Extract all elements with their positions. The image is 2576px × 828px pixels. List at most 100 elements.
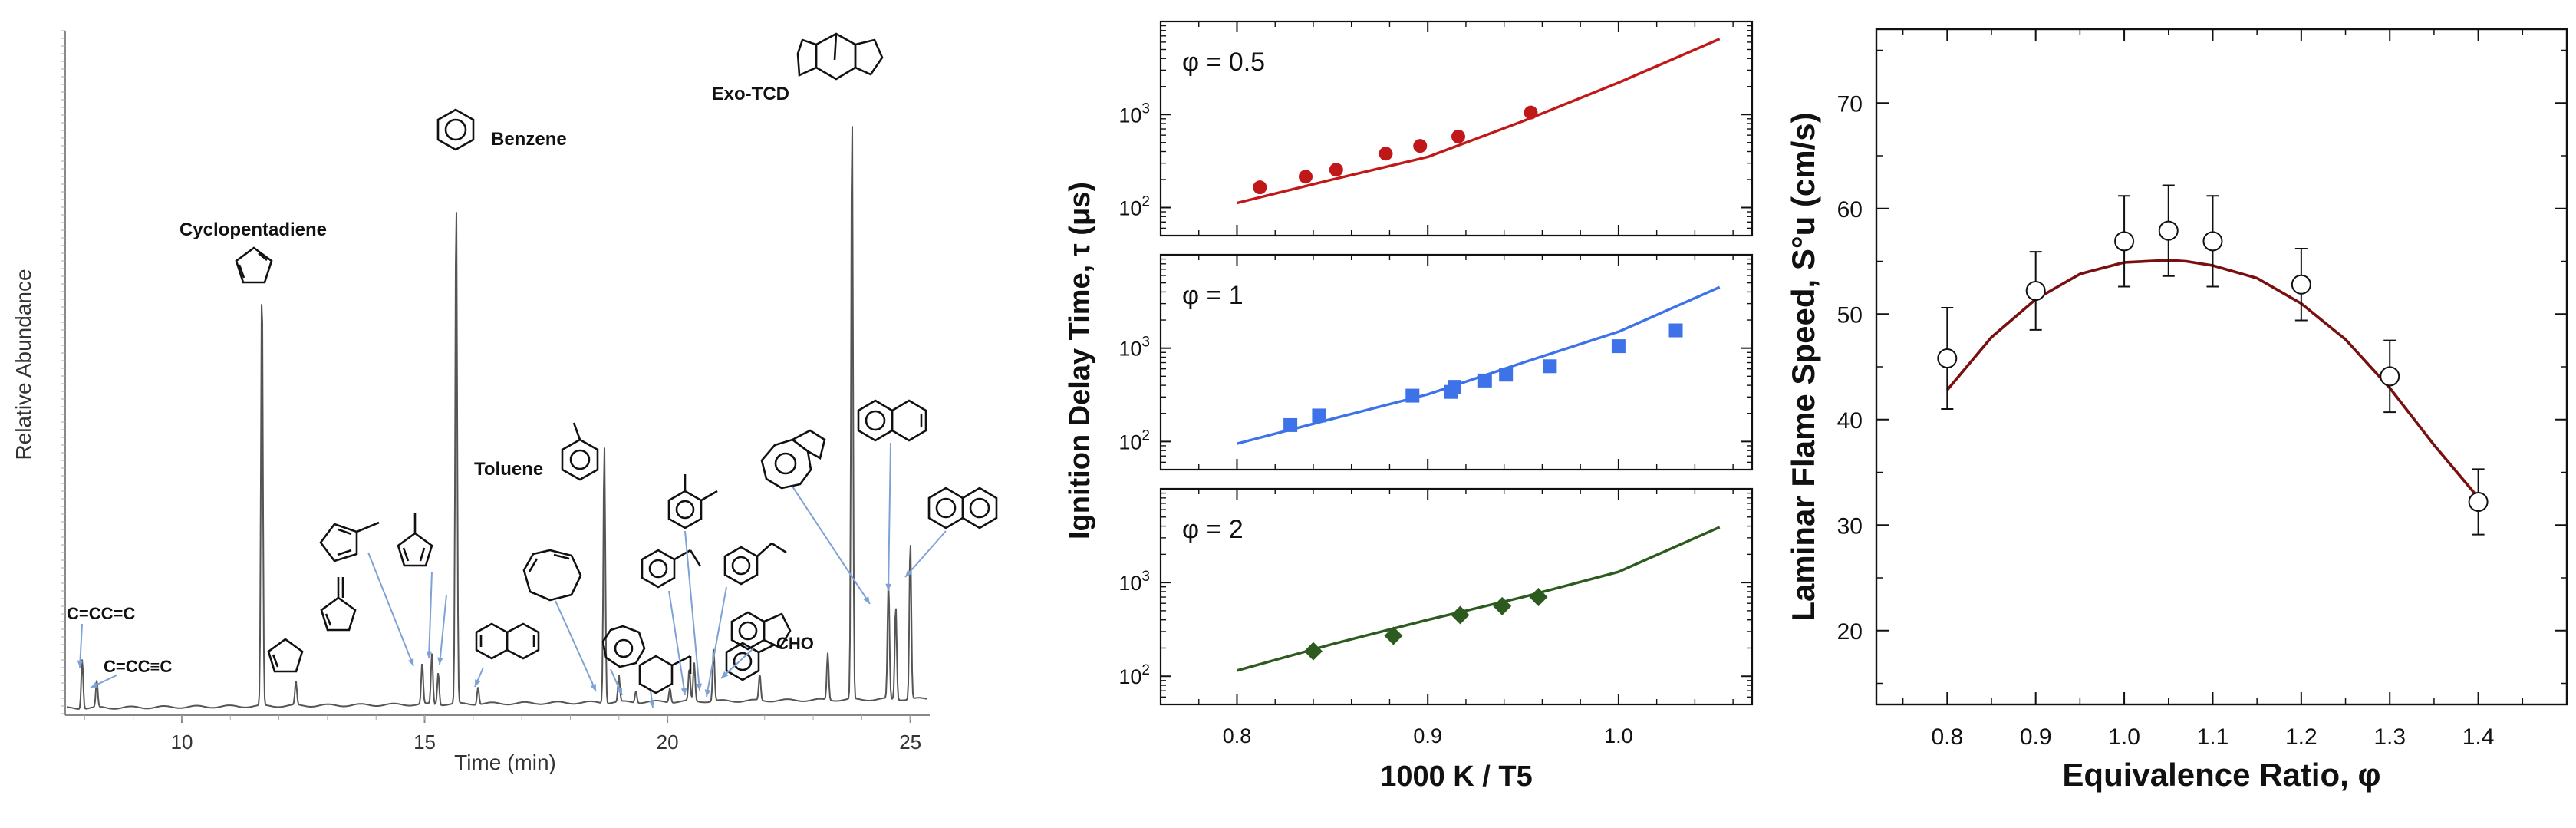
benzene-structure — [436, 108, 475, 151]
data-point — [1451, 129, 1465, 143]
cyclohexene-structure — [638, 655, 692, 694]
y-tick-label: 102 — [1118, 194, 1150, 220]
peak-arrow-15 — [904, 530, 947, 578]
peak-arrow-4 — [439, 594, 447, 665]
toluene-structure — [561, 422, 599, 481]
peak-arrowhead-12 — [721, 671, 729, 678]
data-point — [1253, 180, 1267, 195]
xylene-structure — [667, 474, 718, 529]
methylcyclopentadiene-1-structure — [319, 521, 380, 562]
peak-arrow-11 — [706, 586, 727, 698]
cyclopentadiene-structure — [235, 246, 273, 284]
naphthalene-structure — [927, 487, 998, 529]
flame-speed-axes: 0.8 0.9 1.0 1.1 1.2 1.3 1.4 20 30 40 50 60 70 — [1837, 28, 2568, 750]
x-tick-label: 1.3 — [2373, 724, 2406, 750]
model-line-1 — [1237, 285, 1721, 445]
x-tick-label: 0.8 — [1931, 724, 1963, 750]
subplot-frame — [1159, 253, 1754, 471]
flame-speed-point — [2114, 231, 2135, 252]
peak-arrow-13 — [792, 486, 871, 605]
peak-arrow-0 — [79, 623, 83, 668]
y-tick-base: 10 — [1118, 430, 1141, 454]
data-point — [1668, 323, 1683, 338]
data-point — [1384, 626, 1403, 645]
series-label-1: φ = 1 — [1182, 281, 1244, 310]
data-point — [1493, 596, 1512, 615]
data-point — [1499, 368, 1514, 382]
peak-arrowhead-14 — [885, 583, 892, 591]
chromatogram-x-ticks: 10 15 20 25 — [84, 715, 921, 754]
y-tick-base: 10 — [1118, 197, 1141, 220]
y-tick-label: 60 — [1837, 197, 1863, 223]
x-tick-label: 1.0 — [2108, 724, 2140, 750]
y-tick-exponent: 2 — [1141, 662, 1150, 678]
data-point — [1543, 359, 1557, 374]
ethylbenzene-structure — [641, 549, 702, 589]
y-tick-base: 10 — [1118, 104, 1141, 127]
peak-arrow-9 — [668, 590, 686, 696]
chromatogram-x-label: Time (min) — [454, 750, 556, 774]
chromatogram-peak-arrows — [77, 442, 947, 708]
peak-arrowhead-11 — [704, 689, 711, 697]
chromatogram-line — [66, 126, 927, 711]
ignition-delay-x-label: 1000 K / T5 — [1380, 760, 1533, 793]
series-label-2: φ = 2 — [1182, 515, 1244, 544]
y-tick-label: 102 — [1118, 427, 1150, 454]
data-point — [1329, 163, 1343, 177]
y-tick-exponent: 3 — [1141, 101, 1150, 117]
data-point — [1413, 139, 1428, 153]
peak-arrow-3 — [428, 571, 433, 659]
peak-label-1: C=CC≡C — [104, 657, 172, 676]
ignition-delay-y-label: Ignition Delay Time, τ (μs) — [1064, 182, 1096, 539]
data-point — [1299, 170, 1313, 184]
flame-speed-y-label: Laminar Flame Speed, S°u (cm/s) — [1785, 112, 1821, 621]
chromatogram-x-tick-label: 15 — [413, 731, 436, 754]
data-point — [1477, 373, 1492, 388]
y-tick-label: 103 — [1118, 335, 1150, 361]
data-point — [1303, 642, 1323, 661]
y-tick-label: 70 — [1837, 91, 1863, 117]
peak-arrow-2 — [367, 552, 414, 667]
indene-structure — [730, 611, 792, 651]
y-tick-label: 50 — [1837, 302, 1863, 328]
flame-speed-point — [1937, 348, 1958, 368]
peak-arrowhead-15 — [905, 569, 913, 577]
y-tick-label: 40 — [1837, 408, 1863, 434]
y-tick-exponent: 2 — [1141, 194, 1150, 210]
flame-speed-point — [2202, 231, 2223, 252]
peak-arrowhead-10 — [696, 683, 703, 691]
peak-arrow-14 — [888, 442, 891, 592]
x-tick-label: 1.1 — [2197, 724, 2229, 750]
peak-label-3: Benzene — [491, 129, 567, 150]
data-point — [1611, 339, 1626, 354]
peak-label-2: Cyclopentadiene — [180, 219, 327, 240]
x-tick-label: 0.8 — [1223, 724, 1252, 747]
peak-arrowhead-6 — [590, 684, 596, 691]
data-point — [1448, 380, 1462, 394]
flame-speed-point — [2025, 281, 2046, 301]
cyclopentene-structure — [267, 638, 304, 673]
data-point — [1451, 605, 1470, 625]
flame-speed-point — [2468, 492, 2489, 512]
model-line-0 — [1237, 38, 1721, 205]
azulene-structure — [760, 429, 826, 490]
data-point — [1524, 105, 1538, 120]
x-tick-label: 1.4 — [2462, 724, 2495, 750]
methylcyclopentadiene-2-structure — [397, 513, 433, 567]
subplot-frame — [1159, 487, 1754, 706]
styrene-structure — [723, 542, 787, 586]
peak-arrowhead-8 — [648, 700, 655, 708]
flame-speed-panel: 0.8 0.9 1.0 1.1 1.2 1.3 1.4 20 30 40 50 60 70 Lamina… — [1785, 28, 2568, 793]
data-point — [1312, 408, 1326, 423]
chromatogram-peak-labels: C=CC=C C=CC≡C Cyclopentadiene Benzene Toluen… — [67, 84, 814, 676]
y-tick-label: 20 — [1837, 619, 1863, 645]
x-tick-label: 1.2 — [2285, 724, 2317, 750]
chromatogram-axes — [61, 30, 930, 716]
peak-arrowhead-2 — [407, 658, 414, 666]
peak-arrowhead-0 — [77, 660, 84, 668]
